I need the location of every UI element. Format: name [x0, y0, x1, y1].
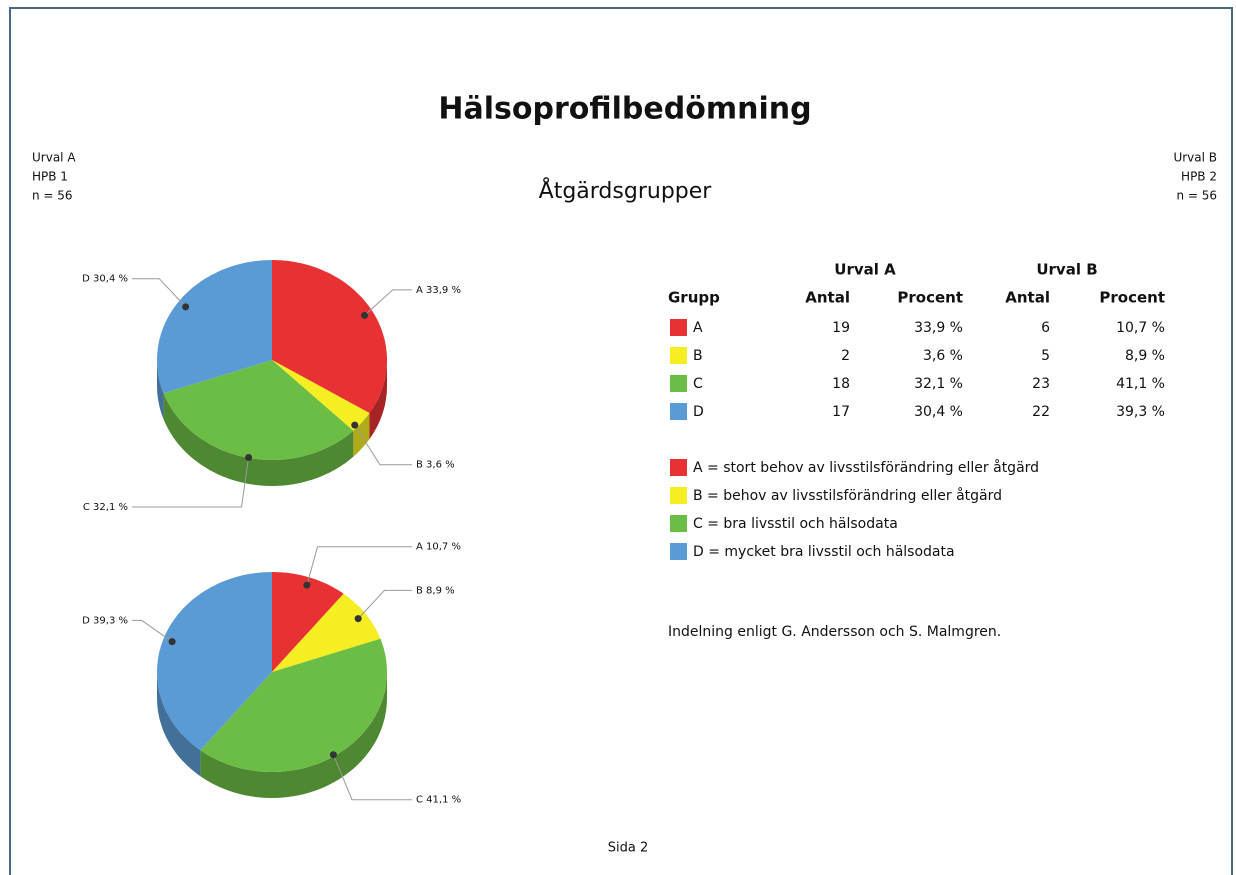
pie-slice	[157, 260, 272, 394]
pie-side	[369, 360, 387, 440]
pie-label: C 41,1 %	[416, 795, 461, 806]
legend-swatch	[670, 487, 687, 504]
table-group-header: Urval A	[834, 261, 896, 279]
table-cell: 6	[1041, 320, 1050, 336]
leader-line	[132, 457, 250, 508]
pie-slice	[272, 360, 370, 431]
info-right: HPB 2	[1181, 170, 1217, 184]
pie-slice	[272, 572, 344, 672]
legend-text: C = bra livsstil och hälsodata	[693, 516, 898, 532]
leader-arrow	[351, 421, 359, 429]
table-group-header: Urval B	[1036, 261, 1097, 279]
leader-line	[132, 619, 173, 643]
color-swatch	[670, 375, 687, 392]
leader-arrow	[361, 311, 369, 319]
legend-text: B = behov av livsstilsförändring eller å…	[693, 487, 1002, 504]
pie-label: C 32,1 %	[83, 502, 128, 513]
color-swatch	[670, 403, 687, 420]
table-cell: 22	[1032, 404, 1050, 420]
leader-line	[354, 424, 412, 466]
legend-swatch	[670, 515, 687, 532]
color-swatch	[670, 319, 687, 336]
table-column-header: Antal	[805, 289, 850, 307]
pie-slice	[200, 638, 387, 772]
pie-slice	[272, 593, 381, 672]
table-cell: C	[693, 376, 703, 392]
info-left: Urval A	[32, 151, 76, 165]
pie-label: B 3,6 %	[416, 460, 455, 471]
leader-arrow	[354, 615, 362, 623]
table-cell: B	[693, 348, 703, 364]
subtitle: Åtgärdsgrupper	[539, 177, 713, 204]
table-cell: 18	[832, 376, 850, 392]
legend-swatch	[670, 459, 687, 476]
leader-arrow	[182, 303, 190, 311]
table-cell: 39,3 %	[1116, 404, 1165, 420]
title: Hälsoprofilbedömning	[438, 92, 811, 127]
pie-side	[163, 393, 354, 486]
table-column-header: Antal	[1005, 289, 1050, 307]
table-cell: 33,9 %	[914, 320, 963, 336]
table-cell: 23	[1032, 376, 1050, 392]
pie-slice	[157, 572, 272, 751]
pie-side	[200, 672, 387, 798]
info-left: n = 56	[32, 189, 73, 203]
leader-arrow	[303, 581, 311, 589]
table-cell: 2	[841, 348, 850, 364]
info-right: n = 56	[1176, 189, 1217, 203]
color-swatch	[670, 347, 687, 364]
table-column-header: Procent	[897, 289, 963, 307]
leader-line	[357, 589, 412, 619]
footer: Sida 2	[608, 841, 649, 856]
table-cell: 3,6 %	[923, 348, 963, 364]
leader-line	[332, 754, 412, 801]
legend-swatch	[670, 543, 687, 560]
leader-arrow	[329, 751, 337, 759]
page-border	[9, 7, 1233, 875]
pie-label: B 8,9 %	[416, 585, 455, 596]
pie-slice	[272, 260, 387, 414]
table-cell: 8,9 %	[1125, 348, 1165, 364]
table-cell: 17	[832, 404, 850, 420]
table-cell: 41,1 %	[1116, 376, 1165, 392]
table-cell: 30,4 %	[914, 404, 963, 420]
pie-side	[157, 360, 164, 420]
table-cell: 32,1 %	[914, 376, 963, 392]
pie-slice	[163, 360, 354, 460]
info-left: HPB 1	[32, 170, 68, 184]
table-column-header: Grupp	[668, 289, 720, 307]
table-column-header: Procent	[1099, 289, 1165, 307]
leader-arrow	[245, 454, 253, 462]
table-cell: 19	[832, 320, 850, 336]
pie-side	[157, 672, 201, 777]
legend-text: A = stort behov av livsstilsförändring e…	[693, 459, 1039, 476]
table-cell: 5	[1041, 348, 1050, 364]
leader-line	[364, 289, 412, 316]
pie-label: A 33,9 %	[416, 285, 461, 296]
leader-line	[306, 546, 412, 586]
table-cell: D	[693, 404, 704, 420]
table-cell: A	[693, 320, 703, 336]
note: Indelning enligt G. Andersson och S. Mal…	[668, 624, 1001, 640]
leader-line	[132, 278, 186, 308]
pie-label: A 10,7 %	[416, 542, 461, 553]
legend-text: D = mycket bra livsstil och hälsodata	[693, 544, 955, 560]
pie-label: D 30,4 %	[82, 274, 128, 285]
table-cell: 10,7 %	[1116, 320, 1165, 336]
leader-arrow	[168, 638, 176, 646]
pie-label: D 39,3 %	[82, 615, 128, 626]
info-right: Urval B	[1173, 151, 1217, 165]
